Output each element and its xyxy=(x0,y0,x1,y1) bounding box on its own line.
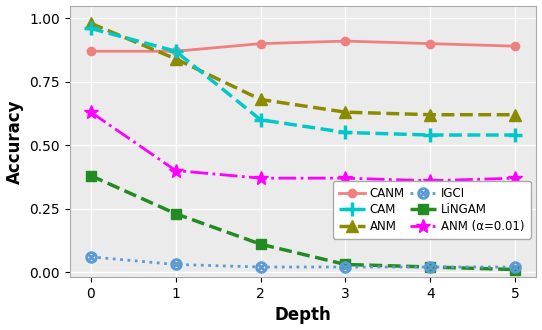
Legend: CANM, CAM, ANM, IGCI, LiNGAM, ANM (α=0.01): CANM, CAM, ANM, IGCI, LiNGAM, ANM (α=0.0… xyxy=(333,181,531,239)
X-axis label: Depth: Depth xyxy=(275,307,331,324)
Y-axis label: Accuracy: Accuracy xyxy=(5,99,23,183)
